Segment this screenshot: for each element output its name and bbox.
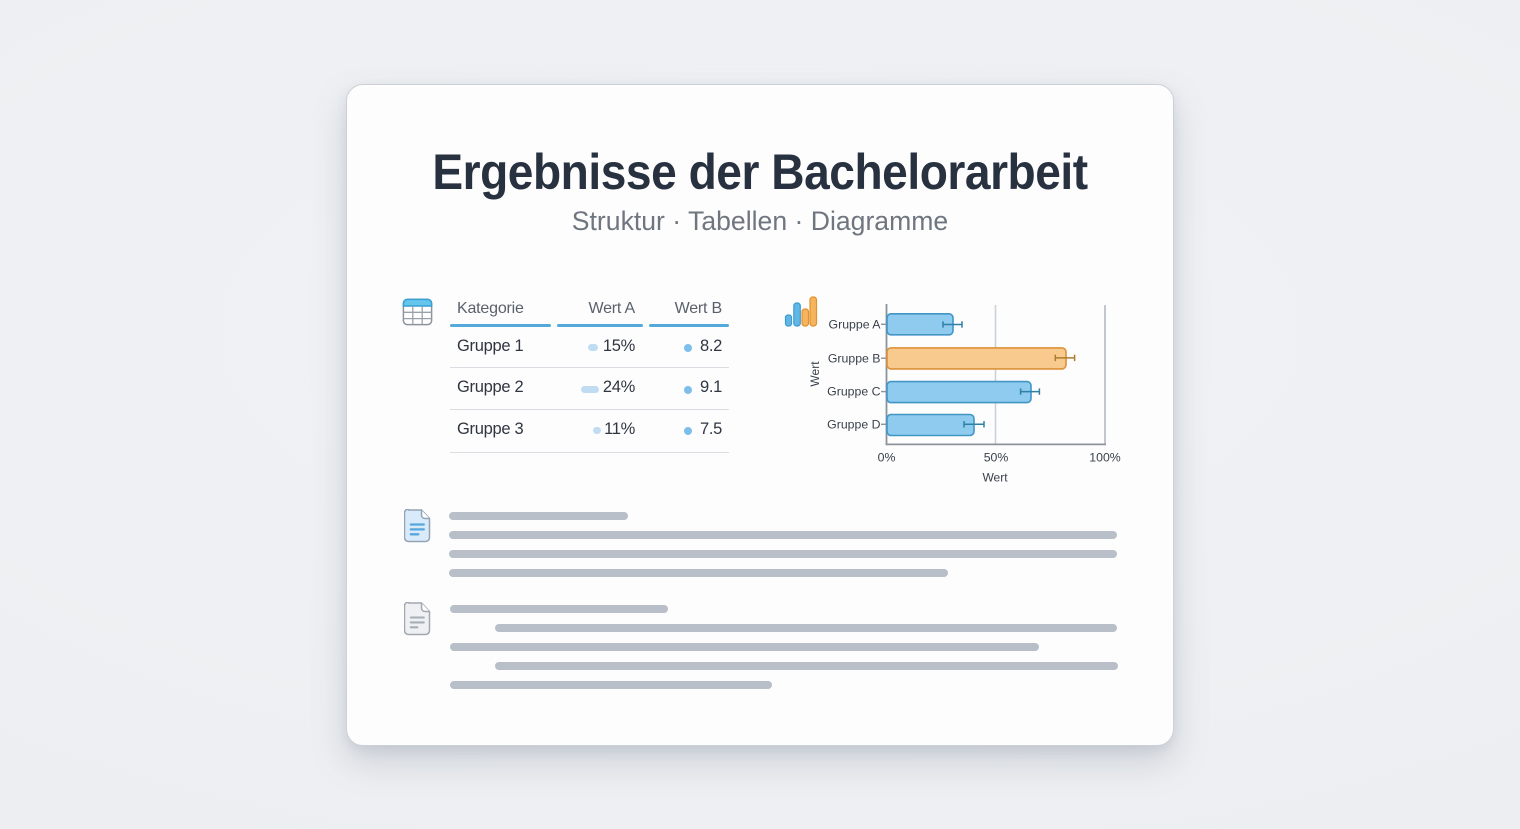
svg-text:100%: 100% <box>1089 451 1121 465</box>
svg-text:Gruppe B: Gruppe B <box>828 351 881 365</box>
svg-text:0%: 0% <box>878 451 896 465</box>
svg-text:Gruppe D: Gruppe D <box>827 417 880 431</box>
svg-text:Wert: Wert <box>982 471 1008 485</box>
svg-text:Wert: Wert <box>808 361 822 387</box>
svg-text:50%: 50% <box>984 451 1009 465</box>
svg-text:Gruppe A: Gruppe A <box>829 317 882 331</box>
svg-text:Gruppe C: Gruppe C <box>827 385 880 399</box>
